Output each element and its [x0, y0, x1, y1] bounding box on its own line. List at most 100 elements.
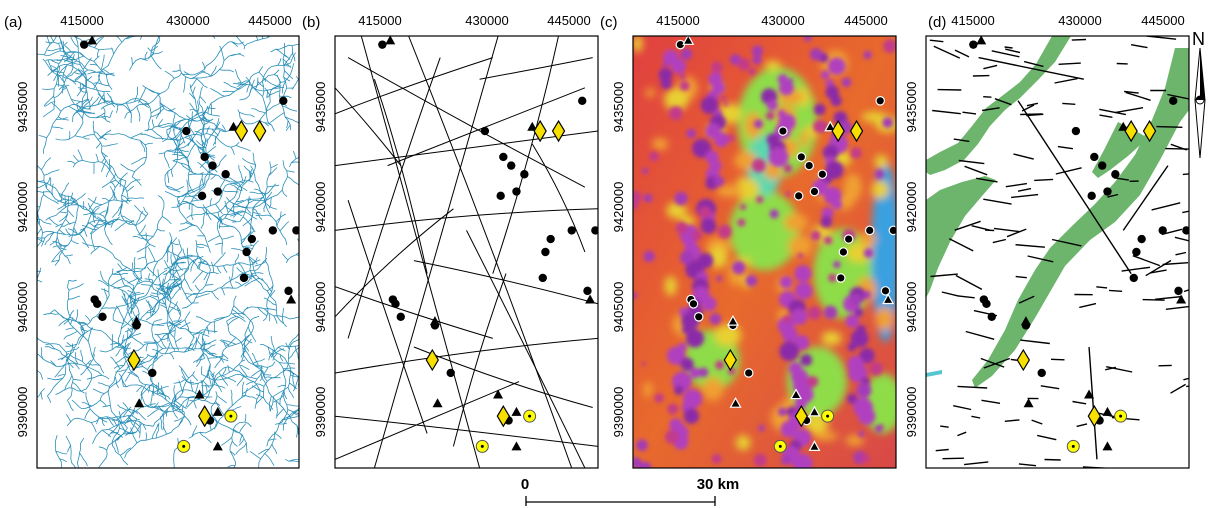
y-tick-label: 9420000 [15, 182, 30, 233]
structure-line [1175, 251, 1187, 256]
structure-line [942, 457, 964, 460]
high-anomaly-patch [831, 199, 843, 210]
occurrence-circle [578, 96, 587, 106]
y-tick-label: 9420000 [611, 182, 626, 233]
lineament [373, 36, 499, 468]
high-anomaly-patch [850, 329, 869, 348]
high-anomaly-patch [727, 134, 735, 142]
high-anomaly-patch [698, 206, 712, 219]
occurrence-triangle [1020, 316, 1031, 326]
structure-line [953, 405, 972, 411]
scale-bar-line [525, 496, 716, 506]
panel-a-x-ticks: 415000 430000 445000 [60, 13, 291, 28]
occurrence-circle [148, 368, 157, 378]
high-anomaly-patch [673, 385, 684, 396]
structure-line [1027, 255, 1054, 263]
high-anomaly-patch [859, 347, 875, 364]
anomaly-patch [874, 154, 888, 169]
occurrence-circle [969, 40, 978, 49]
structure-line [1072, 400, 1087, 405]
structure-line [953, 138, 970, 143]
high-anomaly-patch [701, 296, 717, 312]
structure-line [964, 461, 989, 466]
occurrence-circle [499, 152, 508, 162]
deposit-diamond [533, 119, 547, 143]
high-anomaly-patch [739, 204, 747, 211]
occurrence-circle [880, 286, 891, 296]
high-anomaly-patch [863, 248, 874, 258]
high-anomaly-patch [813, 103, 826, 116]
high-anomaly-patch [711, 453, 722, 464]
anomaly-patch [845, 435, 865, 446]
structure-line [978, 56, 1084, 80]
high-anomaly-patch [820, 70, 830, 80]
structure-line [954, 49, 970, 58]
belt-5 [926, 370, 942, 377]
occurrence-triangle [726, 314, 739, 326]
high-anomaly-patch [662, 62, 668, 68]
occurrence-circle [98, 312, 107, 321]
high-anomaly-patch [686, 128, 696, 139]
occurrence-circle [247, 234, 257, 244]
structure-line [1044, 458, 1061, 461]
deposit-diamond [1124, 119, 1138, 143]
panel-d-y-ticks: 9435000 9420000 9405000 9390000 [904, 82, 919, 438]
high-anomaly-patch [717, 224, 732, 239]
high-anomaly-patch [794, 265, 812, 283]
high-anomaly-patch [849, 293, 862, 306]
high-anomaly-patch [713, 175, 725, 187]
high-anomaly-patch [633, 457, 642, 468]
structure-line [1013, 153, 1034, 160]
panel-a: (a) 415000 430000 445000 9435000 9420000… [4, 13, 300, 469]
high-anomaly-patch [807, 306, 822, 320]
high-anomaly-patch [869, 361, 884, 376]
occurrence-circle [480, 126, 490, 136]
occurrence-circle [693, 311, 704, 322]
anomaly-patch [645, 88, 656, 98]
structure-line [930, 273, 958, 278]
structure-line [929, 39, 944, 43]
anomaly-patch [788, 235, 813, 257]
anomaly-patch [861, 111, 887, 123]
structure-line [1018, 295, 1035, 304]
panel-b: (b) 415000 430000 445000 9435000 9420000… [302, 13, 599, 469]
structure-line [1121, 266, 1151, 272]
high-anomaly-patch [858, 430, 865, 437]
structure-line [1182, 173, 1189, 176]
lineament [335, 208, 454, 318]
high-anomaly-patch [689, 367, 701, 379]
high-anomaly-patch [715, 360, 725, 370]
high-anomaly-patch [810, 230, 821, 241]
high-anomaly-patch [883, 39, 896, 53]
occurrence-circle [796, 152, 807, 162]
structure-line [957, 385, 988, 389]
high-anomaly-patch [795, 282, 813, 300]
panel-a-symbols [79, 36, 299, 453]
high-anomaly-patch [758, 424, 765, 432]
y-tick-label: 9435000 [611, 82, 626, 133]
structure-line [1015, 275, 1027, 279]
deposit-diamond [1016, 348, 1031, 372]
high-anomaly-patch [635, 439, 648, 452]
anomaly-patch [702, 377, 724, 401]
high-anomaly-patch [643, 193, 653, 203]
high-anomaly-patch [745, 274, 758, 287]
high-anomaly-patch [823, 305, 838, 320]
structure-line [983, 96, 992, 98]
structure-line [994, 98, 1012, 106]
occurrence-circle [1137, 234, 1146, 244]
lineament [413, 260, 598, 305]
structure-line [1026, 113, 1044, 117]
high-anomaly-patch [857, 382, 871, 397]
occurrence-circle [239, 273, 249, 283]
structure-line [983, 198, 1012, 205]
deposit-diamond [723, 348, 738, 372]
high-anomaly-patch [639, 461, 652, 468]
structure-line [1125, 91, 1151, 101]
high-anomaly-patch [830, 95, 842, 107]
lineament [531, 143, 586, 253]
occurrence-triangle [212, 406, 223, 416]
structure-line [1124, 90, 1139, 94]
high-anomaly-patch [642, 167, 649, 174]
occurrence-triangle [228, 121, 239, 131]
